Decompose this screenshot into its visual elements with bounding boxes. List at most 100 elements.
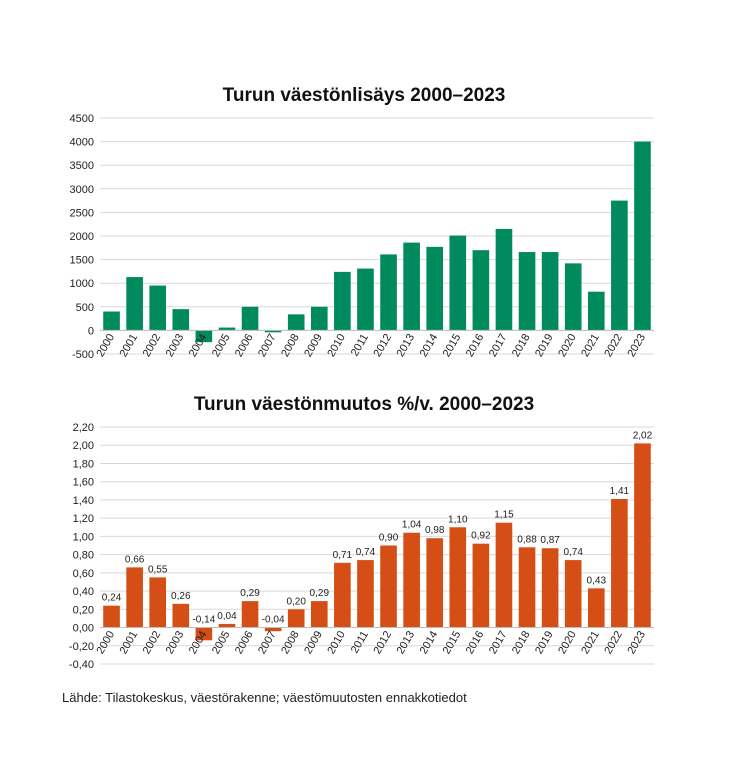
data-label: 0,74 bbox=[563, 547, 583, 558]
bar bbox=[195, 330, 213, 343]
bar bbox=[241, 306, 259, 331]
y-tick-label: 3000 bbox=[70, 184, 94, 196]
y-tick-label: 1,80 bbox=[73, 458, 94, 470]
bar bbox=[218, 623, 236, 628]
data-label: 0,24 bbox=[102, 593, 122, 604]
x-tick-label: 2008 bbox=[279, 629, 302, 656]
x-tick-label: 2006 bbox=[233, 629, 256, 656]
x-tick-label: 2015 bbox=[441, 332, 464, 359]
x-tick-label: 2003 bbox=[164, 332, 187, 359]
source-note: Lähde: Tilastokeskus, väestörakenne; väe… bbox=[62, 690, 467, 705]
data-label: -0,04 bbox=[262, 615, 285, 626]
x-tick-label: 2016 bbox=[464, 629, 487, 656]
bar bbox=[287, 609, 305, 628]
bar bbox=[218, 327, 236, 331]
bar bbox=[541, 252, 559, 331]
x-tick-label: 2004 bbox=[187, 332, 210, 359]
y-tick-label: 1,20 bbox=[73, 513, 94, 525]
x-tick-label: 2013 bbox=[395, 332, 418, 359]
x-tick-label: 2009 bbox=[302, 629, 325, 656]
bar bbox=[195, 627, 213, 641]
y-tick-label: 1500 bbox=[70, 255, 94, 267]
x-tick-label: 2023 bbox=[625, 332, 648, 359]
bar bbox=[380, 545, 397, 628]
x-tick-label: 2017 bbox=[487, 332, 510, 359]
x-tick-label: 2018 bbox=[510, 332, 533, 359]
bar bbox=[172, 309, 190, 331]
bar bbox=[495, 228, 513, 331]
bar bbox=[403, 532, 420, 628]
y-tick-label: 4000 bbox=[70, 137, 94, 149]
bar bbox=[103, 605, 120, 628]
x-tick-label: 2001 bbox=[118, 629, 141, 656]
data-label: 0,26 bbox=[171, 591, 191, 602]
y-tick-label: 1,60 bbox=[73, 477, 94, 489]
x-tick-label: 2005 bbox=[210, 629, 233, 656]
bar bbox=[472, 250, 490, 331]
bar bbox=[634, 141, 651, 331]
bar bbox=[126, 567, 143, 628]
bar bbox=[518, 252, 536, 331]
bar bbox=[287, 314, 305, 331]
x-tick-label: 2019 bbox=[533, 332, 556, 359]
bar bbox=[564, 560, 582, 628]
bar bbox=[426, 538, 444, 628]
data-label: 1,10 bbox=[448, 514, 468, 525]
x-tick-label: 2007 bbox=[256, 332, 279, 359]
bar bbox=[357, 268, 374, 331]
x-tick-label: 2019 bbox=[533, 629, 556, 656]
bar bbox=[449, 527, 467, 628]
x-tick-label: 2003 bbox=[164, 629, 187, 656]
data-label: 0,87 bbox=[540, 535, 560, 546]
y-tick-label: -0,20 bbox=[69, 641, 94, 653]
y-tick-label: 0,60 bbox=[73, 568, 94, 580]
bar bbox=[611, 200, 628, 331]
x-tick-label: 2011 bbox=[349, 629, 371, 655]
y-tick-label: 2000 bbox=[70, 231, 94, 243]
x-tick-label: 2017 bbox=[487, 629, 510, 656]
bar bbox=[495, 522, 513, 628]
x-tick-label: 2021 bbox=[579, 629, 602, 656]
x-tick-label: 2012 bbox=[372, 629, 395, 656]
bar bbox=[264, 330, 282, 333]
x-tick-label: 2014 bbox=[418, 629, 441, 656]
bar bbox=[126, 277, 143, 331]
data-label: 1,41 bbox=[610, 486, 630, 497]
bar bbox=[380, 254, 397, 331]
y-tick-label: 2500 bbox=[70, 207, 94, 219]
data-label: 1,15 bbox=[494, 510, 514, 521]
x-tick-label: 2009 bbox=[302, 332, 325, 359]
data-label: 0,66 bbox=[125, 554, 145, 565]
data-label: 0,43 bbox=[587, 575, 607, 586]
bar bbox=[172, 603, 190, 628]
x-tick-label: 2005 bbox=[210, 332, 233, 359]
x-tick-label: 2002 bbox=[141, 629, 164, 656]
x-tick-label: 2000 bbox=[95, 629, 118, 656]
bar bbox=[541, 548, 559, 628]
y-tick-label: 0,20 bbox=[73, 604, 94, 616]
x-tick-label: 2000 bbox=[95, 332, 118, 359]
data-label: 1,04 bbox=[402, 520, 422, 531]
x-tick-label: 2015 bbox=[441, 629, 464, 656]
y-tick-label: 0 bbox=[88, 325, 94, 337]
data-label: 0,90 bbox=[379, 533, 399, 544]
y-tick-label: 500 bbox=[76, 302, 94, 314]
x-tick-label: 2014 bbox=[418, 332, 441, 359]
bar bbox=[264, 627, 282, 632]
bar bbox=[472, 543, 490, 628]
y-tick-label: 1,00 bbox=[73, 531, 94, 543]
bar bbox=[564, 263, 582, 331]
chart-2-title: Turun väestönmuutos %/v. 2000–2023 bbox=[194, 394, 534, 415]
bar bbox=[310, 601, 328, 628]
x-tick-label: 2002 bbox=[141, 332, 164, 359]
data-label: 0,04 bbox=[217, 611, 237, 622]
x-tick-label: 2020 bbox=[556, 332, 579, 359]
bar bbox=[587, 291, 605, 331]
data-label: 0,71 bbox=[333, 550, 353, 561]
y-tick-label: 0,00 bbox=[73, 623, 94, 635]
y-tick-label: 1,40 bbox=[73, 495, 94, 507]
data-label: 0,29 bbox=[240, 588, 260, 599]
bar bbox=[149, 577, 167, 628]
y-tick-label: 0,40 bbox=[73, 586, 94, 598]
chart-1-title: Turun väestönlisäys 2000–2023 bbox=[223, 85, 506, 106]
